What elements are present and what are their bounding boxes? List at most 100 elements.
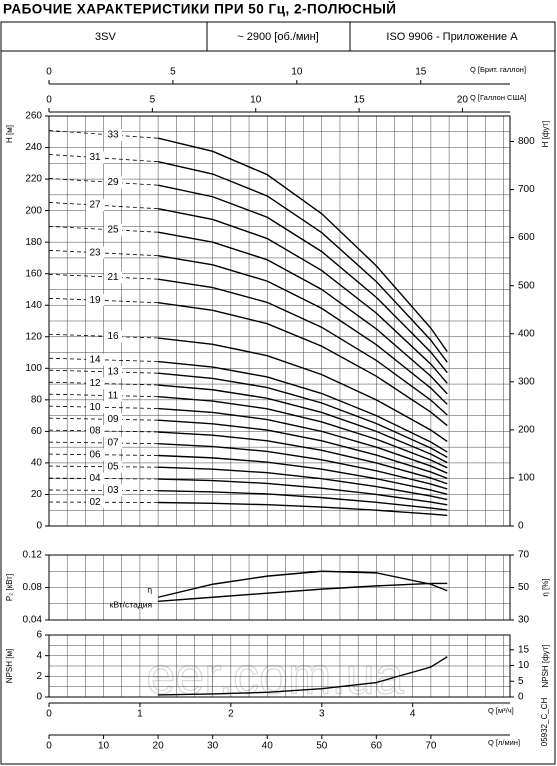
y-tick-label: 80 xyxy=(31,394,43,405)
x-tick-label: 0 xyxy=(46,709,52,720)
series-label: 02 xyxy=(89,497,101,508)
series-label: 33 xyxy=(107,130,119,141)
x-tick-label: 10 xyxy=(291,67,303,78)
x-tick-label: 40 xyxy=(262,741,274,752)
y2-tick-label: 300 xyxy=(518,376,535,387)
y2-tick-label: 100 xyxy=(518,473,535,484)
x-tick-label: 0 xyxy=(46,67,52,78)
series-label-box xyxy=(86,246,104,259)
series-label-box xyxy=(104,437,122,450)
curve xyxy=(158,384,448,464)
x-tick-label: 5 xyxy=(170,67,176,78)
series-label: 14 xyxy=(89,354,101,365)
x-tick-label: 4 xyxy=(410,709,416,720)
y2-tick-label: 0 xyxy=(518,521,524,532)
header-cell: ~ 2900 [об./мин] xyxy=(237,31,318,43)
series-label: 06 xyxy=(89,449,101,460)
x-tick-label: 15 xyxy=(354,95,366,106)
series-label-box xyxy=(86,472,104,485)
y-tick-label: 140 xyxy=(25,300,42,311)
series-label: 21 xyxy=(107,272,119,283)
x-tick-label: 60 xyxy=(371,741,383,752)
series-label-box xyxy=(86,151,104,164)
x-tick-label: 3 xyxy=(319,709,325,720)
y2-tick-label: 200 xyxy=(518,425,535,436)
x-tick-label: 2 xyxy=(228,709,234,720)
y-tick-label: 40 xyxy=(31,458,43,469)
y-tick-label: 0.04 xyxy=(23,615,43,626)
y2-tick-label: 50 xyxy=(518,582,530,593)
series-label: 12 xyxy=(89,378,101,389)
series-label: 13 xyxy=(107,367,119,378)
series-label: 23 xyxy=(89,247,101,258)
curve xyxy=(158,431,448,485)
x-tick-label: 5 xyxy=(150,95,156,106)
series-label-box xyxy=(86,294,104,307)
series-label-box xyxy=(86,496,104,509)
series-label-box xyxy=(86,377,104,390)
y-tick-label: 180 xyxy=(25,237,42,248)
y-tick-label: 20 xyxy=(31,489,43,500)
y2-tick-label: 70 xyxy=(518,550,530,561)
watermark: eer.com.ua xyxy=(146,648,403,706)
y-axis-label: P₂ [кВт] xyxy=(5,574,14,601)
curve xyxy=(158,489,448,511)
series-label: 25 xyxy=(107,224,119,235)
series-label-box xyxy=(104,389,122,402)
series-label: 27 xyxy=(89,200,101,211)
curve xyxy=(158,302,448,427)
y2-tick-label: 700 xyxy=(518,184,535,195)
y2-axis-label: H [фут] xyxy=(541,121,550,148)
y-tick-label: 60 xyxy=(31,426,43,437)
footer-code: 05932_C_CH xyxy=(540,698,549,747)
series-label-box xyxy=(104,129,122,142)
y2-tick-label: 10 xyxy=(518,660,530,671)
series-label: 08 xyxy=(89,426,101,437)
curve xyxy=(158,454,448,495)
shutoff-line xyxy=(48,130,159,139)
shutoff-line xyxy=(48,225,159,233)
y-axis-label: H [м] xyxy=(5,125,14,143)
x-tick-label: 15 xyxy=(415,67,427,78)
y2-axis-label: η [%] xyxy=(541,578,550,596)
series-label: 16 xyxy=(107,331,119,342)
series-label: 04 xyxy=(89,473,101,484)
series-label-box xyxy=(104,413,122,426)
series-label-box xyxy=(86,199,104,212)
y-tick-label: 260 xyxy=(25,111,42,122)
curve xyxy=(157,184,448,374)
series-label-box xyxy=(104,365,122,378)
curve xyxy=(158,419,448,480)
series-label-box xyxy=(86,353,104,366)
y2-tick-label: 800 xyxy=(518,136,535,147)
y2-tick-label: 30 xyxy=(518,615,530,626)
x-tick-label: 10 xyxy=(250,95,262,106)
y2-tick-label: 600 xyxy=(518,232,535,243)
x-axis-label: Q [Брит. галлон] xyxy=(470,65,526,74)
y-tick-label: 6 xyxy=(36,630,42,641)
series-label: 19 xyxy=(89,295,101,306)
curve xyxy=(158,501,448,517)
x-tick-label: 30 xyxy=(207,741,219,752)
shutoff-line xyxy=(48,297,159,304)
curve xyxy=(158,278,448,416)
y-tick-label: 240 xyxy=(25,142,42,153)
y2-tick-label: 400 xyxy=(518,328,535,339)
shutoff-line xyxy=(48,154,159,163)
y2-axis-label: NPSH [фут] xyxy=(541,644,550,687)
series-label: кВт/стадия xyxy=(110,600,153,610)
shutoff-line xyxy=(48,249,159,257)
shutoff-line xyxy=(48,273,159,280)
curve xyxy=(158,582,448,603)
y-tick-label: 120 xyxy=(25,331,42,342)
y-tick-label: 100 xyxy=(25,363,42,374)
y-tick-label: 2 xyxy=(36,671,42,682)
series-label-box xyxy=(104,484,122,497)
y-tick-label: 200 xyxy=(25,205,42,216)
series-label: 11 xyxy=(108,390,119,401)
curve xyxy=(158,372,448,458)
y2-tick-label: 5 xyxy=(518,676,524,687)
x-tick-label: 20 xyxy=(457,95,469,106)
y2-tick-label: 0 xyxy=(518,692,524,703)
x-tick-label: 50 xyxy=(316,741,328,752)
